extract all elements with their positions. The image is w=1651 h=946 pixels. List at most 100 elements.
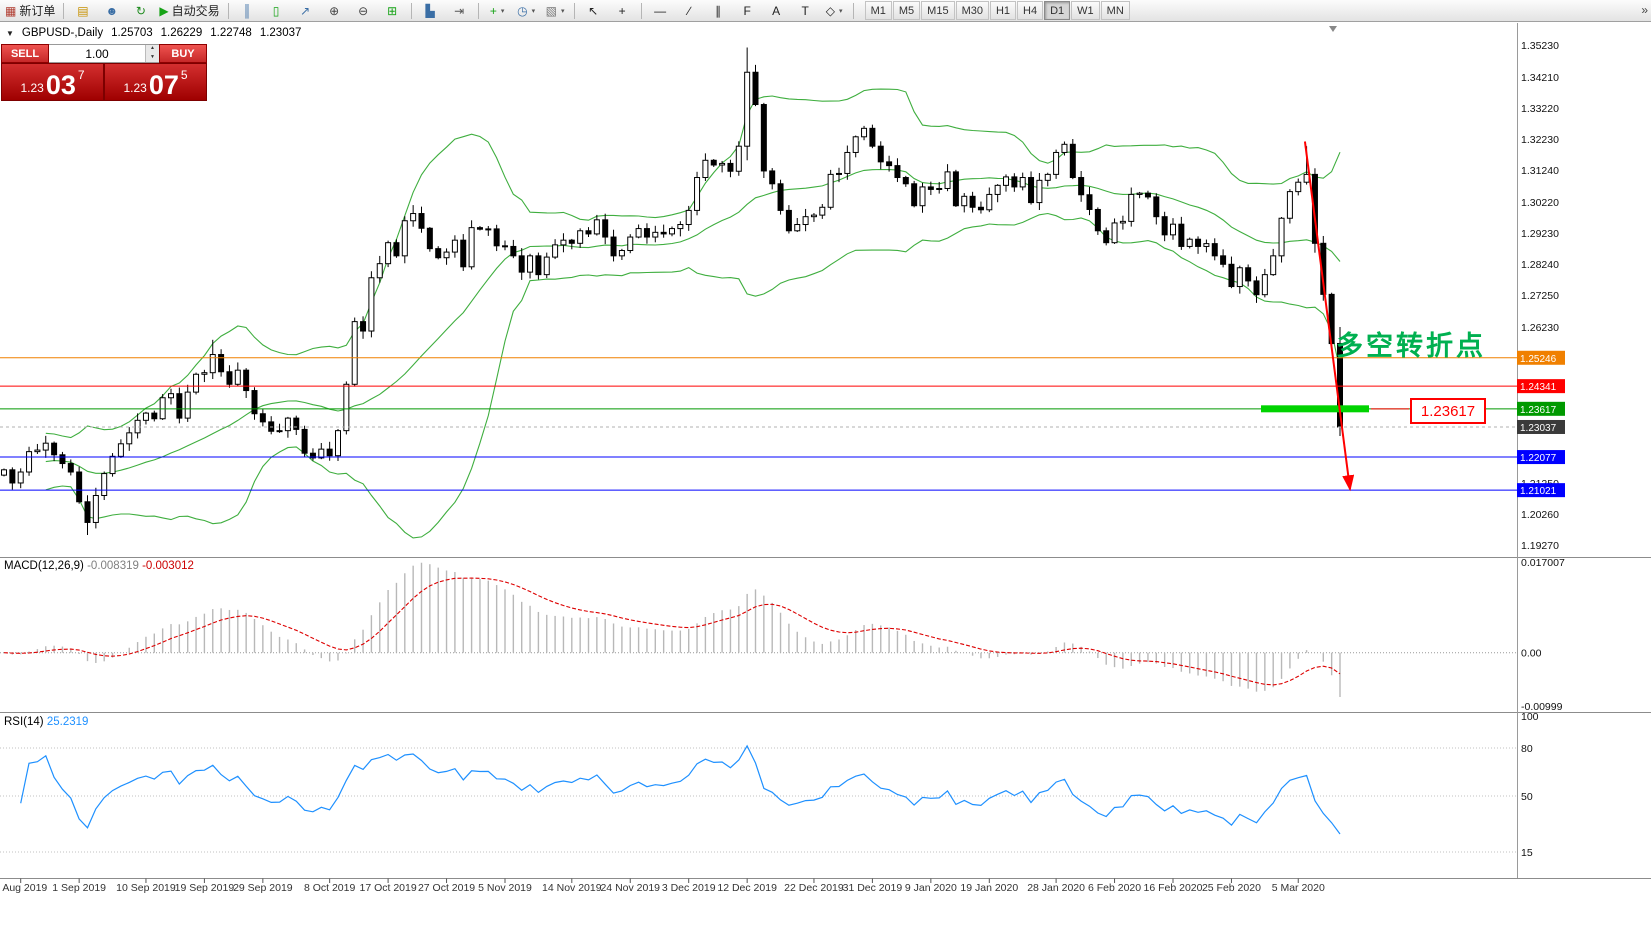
rsi-pane (0, 744, 1517, 853)
svg-text:24 Nov 2019: 24 Nov 2019 (600, 882, 660, 894)
refresh-icon[interactable]: ↻ (127, 1, 154, 21)
svg-text:12 Dec 2019: 12 Dec 2019 (717, 882, 777, 894)
horizontal-line-button[interactable]: — (647, 1, 674, 21)
periods-button[interactable]: ◷ ▾ (513, 1, 540, 21)
macd-label: MACD(12,26,9) -0.008319 -0.003012 (4, 560, 194, 572)
new-order-button[interactable]: ▦ 新订单 (2, 1, 58, 21)
ask-big-digits: 07 (148, 70, 179, 100)
crosshair-button[interactable]: + (609, 1, 636, 21)
equidistant-channel-icon: ∥ (715, 3, 722, 18)
sell-button[interactable]: SELL (1, 44, 49, 63)
svg-text:1.25246: 1.25246 (1520, 354, 1557, 365)
cursor-button[interactable]: ↖ (580, 1, 607, 21)
toolbar-separator (852, 2, 854, 19)
candlestick-series (1, 47, 1343, 535)
auto-arrange-icon: ▙ (425, 3, 435, 18)
tile-windows-icon: ⊞ (387, 3, 398, 18)
volume-down-icon[interactable]: ▼ (146, 53, 159, 62)
svg-text:8 Oct 2019: 8 Oct 2019 (304, 882, 356, 894)
shapes-icon: ◇ (825, 3, 835, 18)
timeframe-button-m5[interactable]: M5 (892, 1, 921, 20)
text-label-icon: T (801, 3, 809, 18)
support-highlight-bar[interactable] (1261, 405, 1369, 413)
zoom-in-button[interactable]: ⊕ (321, 1, 348, 21)
volume-field: ▲ ▼ (49, 44, 159, 63)
trendline-button[interactable]: ∕ (676, 1, 703, 21)
svg-text:-0.00999: -0.00999 (1521, 701, 1563, 713)
text-label-button[interactable]: T (792, 1, 819, 21)
rsi-value: 25.2319 (46, 716, 89, 728)
chart-shift-marker-icon[interactable] (1329, 26, 1337, 32)
toolbar-separator (227, 2, 229, 19)
bid-prefix: 1.23 (20, 81, 44, 95)
bar-chart-button[interactable]: ║ (234, 1, 261, 21)
timeframe-button-m15[interactable]: M15 (921, 1, 955, 20)
zoom-out-button[interactable]: ⊖ (350, 1, 377, 21)
autotrading-button[interactable]: ▶ 自动交易 (156, 1, 222, 21)
svg-text:5 Mar 2020: 5 Mar 2020 (1272, 882, 1325, 894)
svg-text:14 Nov 2019: 14 Nov 2019 (542, 882, 602, 894)
chart-shift-button[interactable]: ⇥ (446, 1, 473, 21)
buy-button[interactable]: BUY (159, 44, 207, 63)
toolbar-separator (573, 2, 575, 19)
timeframe-button-m30[interactable]: M30 (955, 1, 989, 20)
fibonacci-button[interactable]: F (734, 1, 761, 21)
turning-point-annotation[interactable]: 多空转折点 (1336, 331, 1486, 361)
macd-signal-value: -0.003012 (142, 560, 194, 572)
tile-windows-button[interactable]: ⊞ (379, 1, 406, 21)
contacts-icon[interactable]: ☻ (98, 1, 125, 21)
svg-text:25 Feb 2020: 25 Feb 2020 (1202, 882, 1261, 894)
svg-text:16 Feb 2020: 16 Feb 2020 (1144, 882, 1203, 894)
timeframe-button-h1[interactable]: H1 (989, 1, 1017, 20)
shapes-button[interactable]: ◇ ▾ (821, 1, 848, 21)
toolbar-separator (640, 2, 642, 19)
svg-text:1.21021: 1.21021 (1520, 486, 1557, 497)
templates-button[interactable]: ▧ ▾ (542, 1, 569, 21)
periods-icon: ◷ (517, 3, 528, 18)
indicators-button[interactable]: + ▾ (484, 1, 511, 21)
line-chart-button[interactable]: ↗ (292, 1, 319, 21)
history-icon[interactable]: ▤ (69, 1, 96, 21)
svg-text:6 Feb 2020: 6 Feb 2020 (1088, 882, 1141, 894)
toolbar-overflow-icon[interactable]: » (1641, 3, 1648, 17)
autotrading-button-label: 自动交易 (171, 4, 220, 18)
auto-arrange-button[interactable]: ▙ (417, 1, 444, 21)
svg-text:100: 100 (1521, 711, 1539, 723)
templates-icon: ▧ (545, 3, 558, 18)
svg-text:3 Dec 2019: 3 Dec 2019 (662, 882, 716, 894)
equidistant-channel-button[interactable]: ∥ (705, 1, 732, 21)
svg-text:1.30220: 1.30220 (1521, 197, 1559, 209)
svg-text:10 Sep 2019: 10 Sep 2019 (116, 882, 176, 894)
svg-text:29 Sep 2019: 29 Sep 2019 (233, 882, 293, 894)
svg-text:1.34210: 1.34210 (1521, 72, 1559, 84)
candlestick-chart-button[interactable]: ▯ (263, 1, 290, 21)
timeframe-button-m1[interactable]: M1 (864, 1, 892, 20)
text-button[interactable]: A (763, 1, 790, 21)
trend-arrow[interactable] (1303, 141, 1355, 492)
ask-pipette: 5 (180, 68, 188, 82)
timeframe-button-h4[interactable]: H4 (1017, 1, 1044, 20)
buy-price-box[interactable]: 1.23 07 5 (104, 63, 207, 101)
ohlc-high: 1.26229 (160, 27, 203, 39)
svg-text:1.33220: 1.33220 (1521, 103, 1559, 115)
timeframe-button-w1[interactable]: W1 (1071, 1, 1100, 20)
volume-up-icon[interactable]: ▲ (146, 45, 159, 54)
timeframe-button-mn[interactable]: MN (1100, 1, 1130, 20)
volume-spinner: ▲ ▼ (145, 45, 159, 62)
price-callout[interactable]: 1.23617 (1410, 398, 1486, 424)
one-click-collapse-icon[interactable]: ▼ (6, 28, 14, 38)
svg-text:1.20260: 1.20260 (1521, 509, 1559, 521)
volume-input[interactable] (49, 45, 145, 62)
svg-text:5 Nov 2019: 5 Nov 2019 (478, 882, 532, 894)
sell-price-box[interactable]: 1.23 03 7 (1, 63, 104, 101)
timeframe-button-d1[interactable]: D1 (1044, 1, 1071, 20)
crosshair-icon: + (618, 3, 626, 18)
svg-text:2 Aug 2019: 2 Aug 2019 (0, 882, 47, 894)
svg-text:0.017007: 0.017007 (1521, 557, 1565, 569)
svg-text:17 Oct 2019: 17 Oct 2019 (359, 882, 416, 894)
svg-text:19 Sep 2019: 19 Sep 2019 (175, 882, 235, 894)
price-scale[interactable]: 1.35230 1.34210 1.33220 1.32230 1.31240 1.302… (1517, 40, 1565, 859)
